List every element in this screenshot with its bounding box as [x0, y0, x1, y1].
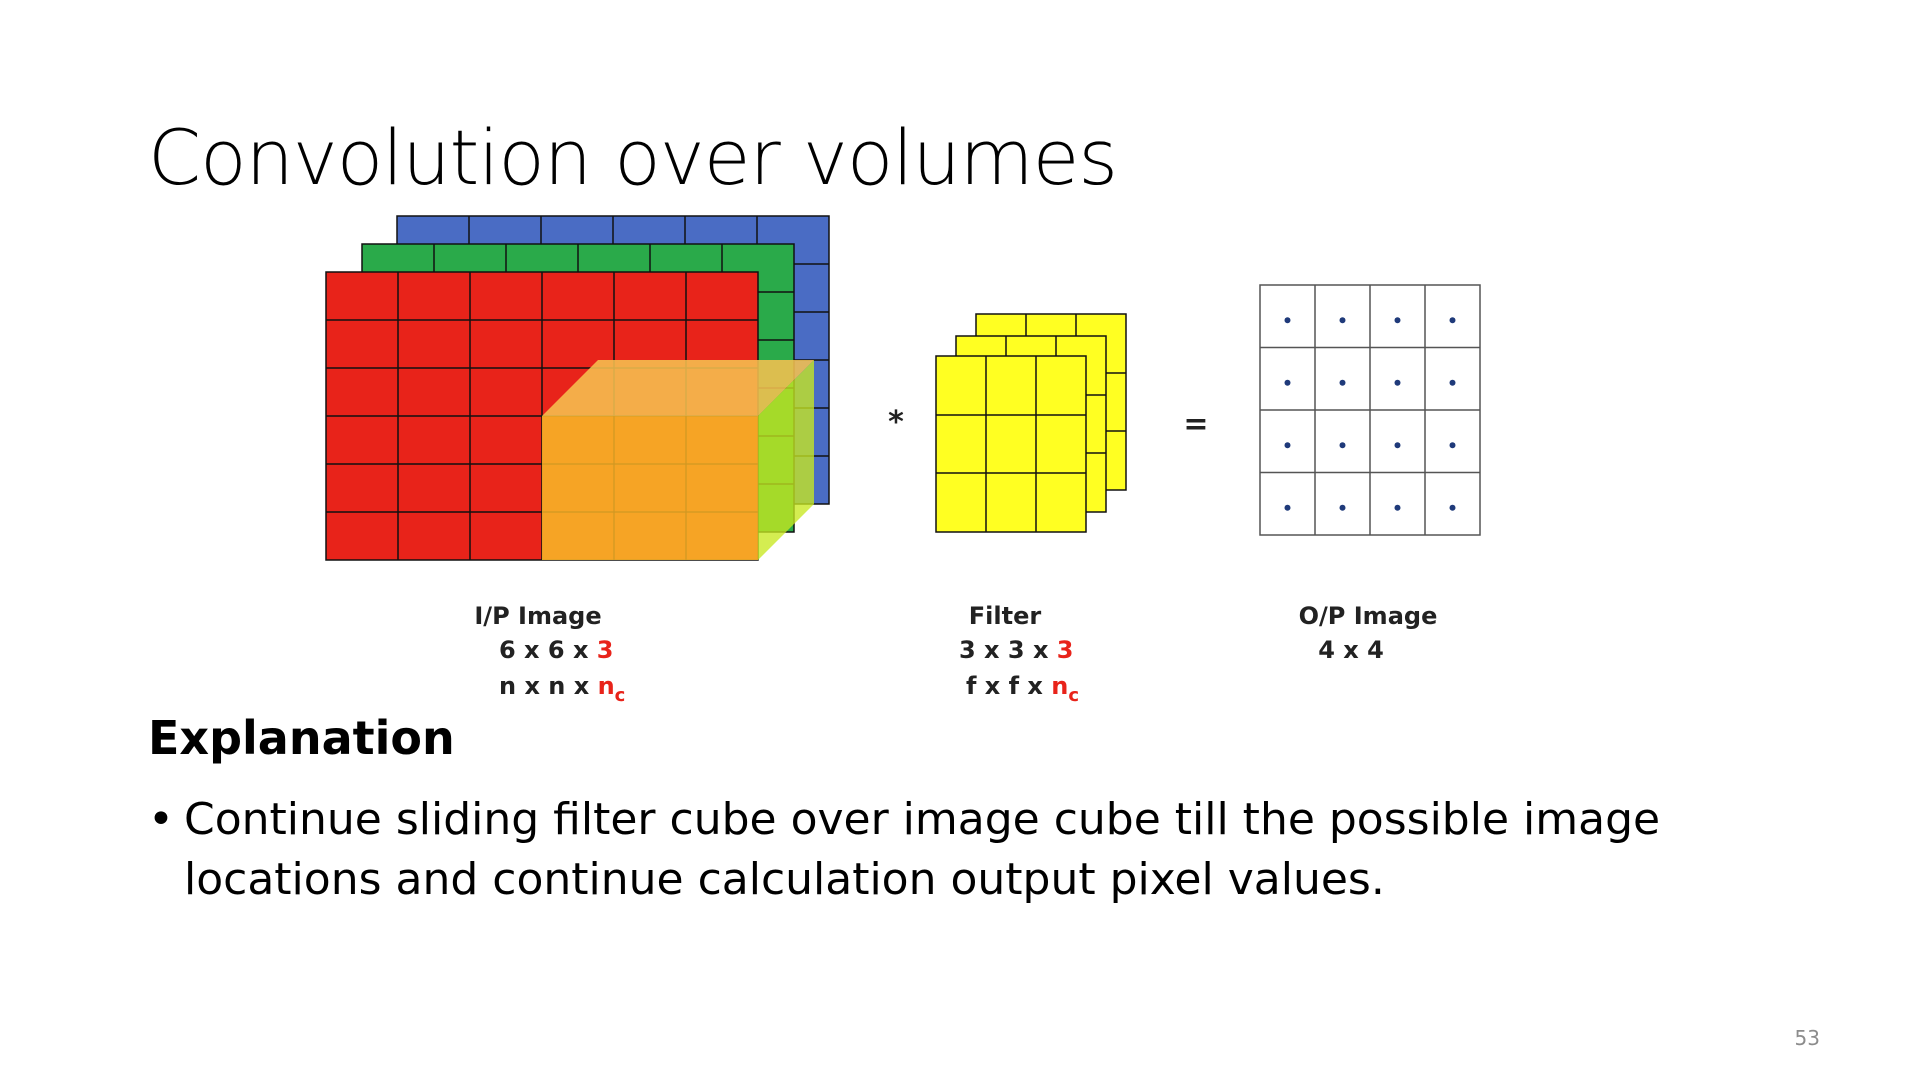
output-pixel-dot: [1339, 317, 1346, 324]
output-pixel-dot: [1339, 442, 1346, 449]
output-pixel-dot: [1284, 442, 1291, 449]
filter-channel-front: [935, 355, 1087, 533]
explanation-heading: Explanation: [148, 711, 455, 765]
output-pixel-dot: [1284, 317, 1291, 324]
filter-label: Filter 3 x 3 x 3 f x f x nc: [959, 602, 1079, 706]
slide-title: Convolution over volumes: [148, 113, 1118, 202]
bullet-item: • Continue sliding filter cube over imag…: [148, 790, 1788, 910]
convolve-operator: *: [888, 405, 904, 440]
filter-label-symbolic: f x f x nc: [966, 672, 1079, 706]
convolution-diagram: * =: [325, 215, 1481, 706]
input-label: I/P Image 6 x 6 x 3 n x n x nc: [474, 602, 625, 706]
filter-label-dims: 3 x 3 x 3: [959, 636, 1073, 664]
bullet-dot-icon: •: [148, 794, 174, 845]
explanation-bullets: • Continue sliding filter cube over imag…: [148, 790, 1788, 910]
input-label-symbolic: n x n x nc: [499, 672, 625, 706]
input-label-title: I/P Image: [474, 602, 601, 630]
output-label-dims: 4 x 4: [1318, 636, 1384, 664]
output-pixel-dots: [1284, 317, 1456, 511]
input-label-dims: 6 x 6 x 3: [499, 636, 613, 664]
sliding-filter-cube: [542, 360, 814, 560]
equals-operator: =: [1183, 407, 1208, 442]
output-pixel-dot: [1449, 379, 1456, 386]
output-pixel-dot: [1394, 442, 1401, 449]
output-pixel-dot: [1449, 317, 1456, 324]
bullet-text: Continue sliding filter cube over image …: [184, 794, 1661, 905]
sliding-filter-cube-front: [542, 416, 758, 560]
output-pixel-dot: [1394, 317, 1401, 324]
output-label: O/P Image 4 x 4: [1299, 602, 1438, 664]
output-label-title: O/P Image: [1299, 602, 1438, 630]
output-pixel-dot: [1284, 379, 1291, 386]
input-volume: [325, 215, 830, 561]
sliding-filter-cube-side: [758, 360, 814, 560]
page-number: 53: [1794, 1026, 1820, 1050]
filter-label-title: Filter: [969, 602, 1042, 630]
output-pixel-dot: [1394, 379, 1401, 386]
filter-volume: [935, 313, 1127, 533]
sliding-filter-cube-top: [542, 360, 814, 416]
output-pixel-dot: [1449, 504, 1456, 511]
output-pixel-dot: [1394, 504, 1401, 511]
output-pixel-dot: [1339, 379, 1346, 386]
output-pixel-dot: [1339, 504, 1346, 511]
output-pixel-dot: [1284, 504, 1291, 511]
output-grid: [1259, 284, 1481, 536]
output-pixel-dot: [1449, 442, 1456, 449]
